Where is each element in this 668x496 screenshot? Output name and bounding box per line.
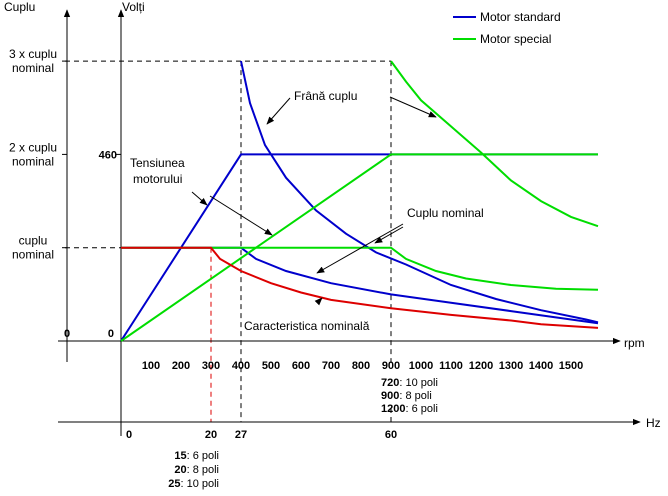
rpm-tick-label: 400	[232, 360, 250, 372]
hz-pole-note: 15: 6 poli	[174, 450, 219, 462]
annotation-arrow	[191, 191, 208, 206]
hz-tick-label: 27	[235, 429, 247, 441]
rpm-tick-label: 1100	[439, 360, 463, 372]
series-spec_brake	[390, 60, 599, 228]
axes	[58, 9, 641, 436]
series-std_brake	[240, 60, 599, 324]
hz-unit-label: Hz	[646, 416, 661, 430]
hz-pole-note: 25: 10 poli	[168, 478, 219, 490]
annotation-arrow	[209, 195, 273, 236]
annotation-arrow	[389, 96, 437, 118]
hz-tick-label: 0	[126, 429, 132, 441]
rpm-tick-label: 800	[352, 360, 370, 372]
rpm-tick-label: 200	[172, 360, 190, 372]
torque-tick-label: 2 x cuplu	[9, 140, 57, 154]
torque-tick-label: 3 x cuplu	[9, 47, 57, 61]
rpm-tick-label: 1300	[499, 360, 523, 372]
rpm-pole-note: 1200: 6 poli	[381, 403, 438, 415]
rpm-tick-label: 900	[382, 360, 400, 372]
annotation-nominal-characteristic: Caracteristica nominală	[244, 319, 370, 333]
reference-lines	[65, 60, 392, 422]
rpm-tick-label: 1400	[529, 360, 553, 372]
torque-tick-label: 0	[64, 328, 70, 340]
rpm-pole-note: 900: 8 poli	[381, 390, 432, 402]
voltage-tick-label: 460	[99, 149, 117, 161]
rpm-tick-label: 1200	[469, 360, 493, 372]
voltage-tick-label: 0	[108, 328, 114, 340]
torque-tick-label: nominal	[12, 61, 54, 75]
hz-tick-label: 20	[205, 429, 217, 441]
annotation-pointers	[191, 96, 437, 306]
rpm-tick-label: 1000	[409, 360, 433, 372]
rpm-tick-label: 100	[142, 360, 160, 372]
hz-pole-note: 20: 8 poli	[174, 464, 219, 476]
series-lines	[120, 60, 599, 342]
legend-label: Motor standard	[480, 10, 561, 24]
rpm-tick-label: 1500	[559, 360, 583, 372]
annotation-arrow	[314, 297, 323, 306]
torque-tick-label: cuplu	[19, 234, 48, 248]
torque-axis-title: Cuplu	[4, 0, 35, 14]
rpm-tick-label: 700	[322, 360, 340, 372]
rpm-tick-label: 600	[292, 360, 310, 372]
torque-tick-label: nominal	[12, 154, 54, 168]
rpm-unit-label: rpm	[624, 336, 645, 350]
rpm-tick-label: 500	[262, 360, 280, 372]
annotation-arrow	[374, 226, 404, 244]
annotation-motor-voltage: Tensiunea	[130, 156, 185, 170]
annotation-arrow	[316, 223, 404, 274]
torque-tick-label: nominal	[12, 248, 54, 262]
annotation-nominal-torque: Cuplu nominal	[407, 206, 484, 220]
annotation-motor-voltage: motorului	[133, 172, 182, 186]
series-nominal_char	[121, 246, 599, 329]
series-spec_torque	[121, 246, 599, 291]
voltage-axis-title: Volți	[122, 0, 145, 14]
annotation-brake-torque: Frână cuplu	[294, 89, 357, 103]
rpm-pole-note: 720: 10 poli	[381, 377, 438, 389]
legend-label: Motor special	[480, 32, 551, 46]
rpm-tick-label: 300	[202, 360, 220, 372]
annotation-arrow	[266, 97, 291, 125]
series-spec_voltage	[120, 153, 598, 342]
hz-tick-label: 60	[385, 429, 397, 441]
